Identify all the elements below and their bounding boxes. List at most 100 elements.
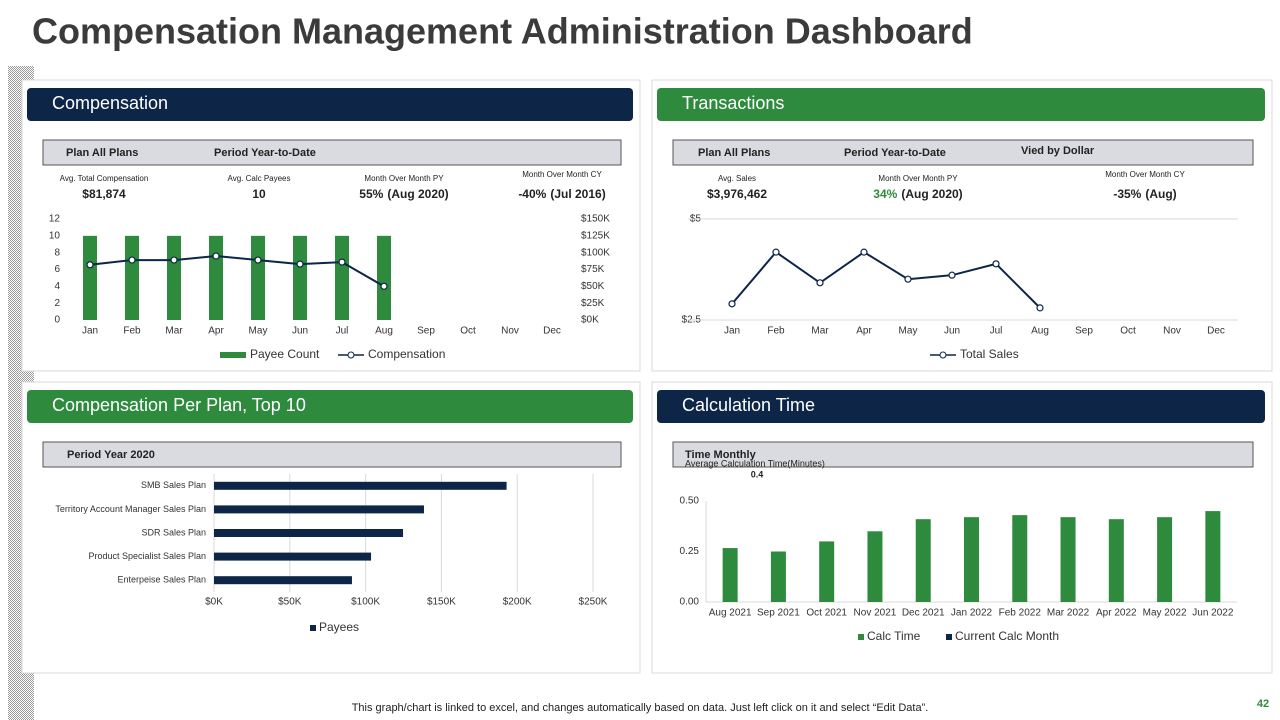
kpi-number: 55% — [359, 187, 383, 201]
x-tick-label: Aug 2021 — [709, 608, 752, 619]
x-tick-label: Feb 2022 — [999, 608, 1042, 619]
kpi-detail: (Jul 2016) — [550, 187, 605, 201]
panel-header — [27, 88, 633, 121]
line-marker — [380, 282, 388, 290]
kpi-value: 55% (Aug 2020) — [359, 187, 448, 201]
y-tick-label: 10 — [49, 230, 61, 241]
panel — [651, 79, 1273, 372]
legend-label: Payees — [319, 620, 359, 634]
kpi-value: $81,874 — [82, 187, 126, 201]
legend-label: Current Calc Month — [955, 629, 1059, 643]
bar — [214, 552, 372, 561]
bar — [83, 235, 97, 320]
filter-label: Vied by Dollar — [1021, 145, 1095, 157]
kpi-label: Month Over Month CY — [1105, 170, 1185, 179]
panel-header — [657, 390, 1265, 423]
bar — [167, 235, 181, 320]
kpi-number: 10 — [252, 187, 266, 201]
bar — [867, 531, 883, 602]
bar — [1157, 517, 1173, 602]
legend-label: Total Sales — [960, 347, 1019, 361]
y-tick-label: Territory Account Manager Sales Plan — [55, 504, 206, 514]
y-tick-label: $150K — [581, 214, 610, 225]
panel — [21, 381, 641, 674]
y-tick-label: SMB Sales Plan — [141, 480, 206, 490]
bar — [1205, 511, 1221, 602]
y-tick-label: Product Specialist Sales Plan — [88, 551, 206, 561]
x-tick-label: $50K — [278, 597, 302, 608]
kpi-value: -35% (Aug) — [1113, 187, 1176, 201]
line-marker — [904, 275, 912, 283]
bar — [125, 235, 139, 320]
x-tick-label: $100K — [351, 597, 380, 608]
bar — [770, 551, 786, 602]
x-tick-label: Jun — [292, 326, 308, 337]
kpi-detail: (Aug 2020) — [901, 187, 962, 201]
x-tick-label: Jan — [82, 326, 98, 337]
panel-title: Compensation — [52, 93, 168, 113]
kpi-value: -40% (Jul 2016) — [518, 187, 605, 201]
bar — [377, 235, 391, 320]
kpi-label: Month Over Month PY — [364, 174, 444, 183]
filter-bar — [672, 441, 1254, 468]
line-marker — [816, 279, 824, 287]
legend-marker — [939, 351, 947, 359]
panel-title: Transactions — [682, 93, 784, 113]
kpi-label: Avg. Total Compensation — [60, 174, 149, 183]
filter-bar — [672, 139, 1254, 166]
kpi-number: 34% — [873, 187, 897, 201]
x-tick-label: Aug — [1031, 326, 1049, 337]
x-tick-label: Nov 2021 — [854, 608, 897, 619]
y-tick-label: Enterpeise Sales Plan — [117, 575, 206, 585]
x-tick-label: Jun — [944, 326, 960, 337]
bar — [214, 529, 404, 537]
line-marker — [170, 256, 178, 264]
bar — [214, 576, 352, 585]
y-tick-label: SDR Sales Plan — [141, 527, 206, 537]
panel-title: Compensation Per Plan, Top 10 — [52, 395, 306, 415]
kpi-detail: (Aug) — [1145, 187, 1176, 201]
y-tick-label: 0.00 — [680, 597, 700, 608]
x-tick-label: Aug — [375, 326, 393, 337]
x-tick-label: Mar 2022 — [1047, 608, 1090, 619]
filter-label: Period Year-to-Date — [844, 147, 946, 159]
line-marker — [86, 261, 94, 269]
legend-swatch — [310, 625, 316, 631]
y-tick-label: 6 — [54, 264, 60, 275]
x-tick-label: Dec 2021 — [902, 608, 945, 619]
bar — [1108, 519, 1124, 602]
legend-swatch — [858, 634, 864, 640]
x-tick-label: Oct — [460, 326, 476, 337]
kpi-number: $81,874 — [82, 187, 126, 201]
line-marker — [860, 248, 868, 256]
panel-header — [27, 390, 633, 423]
y-tick-label: 2 — [54, 298, 60, 309]
y-tick-label: $0K — [581, 315, 599, 326]
x-tick-label: Apr — [208, 326, 224, 337]
page-title: Compensation Management Administration D… — [32, 11, 973, 52]
bar — [293, 235, 307, 320]
line-marker — [948, 271, 956, 279]
line-marker — [1036, 304, 1044, 312]
y-tick-label: 0.25 — [680, 546, 700, 557]
x-tick-label: May 2022 — [1143, 608, 1187, 619]
line-marker — [992, 260, 1000, 268]
y-tick-label: $50K — [581, 281, 605, 292]
x-tick-label: Feb — [123, 326, 141, 337]
x-tick-label: Dec — [1207, 326, 1225, 337]
kpi-detail: (Aug 2020) — [387, 187, 448, 201]
y-tick-label: 0.50 — [680, 496, 700, 507]
x-tick-label: $0K — [205, 597, 223, 608]
legend-label: Calc Time — [867, 629, 921, 643]
y-tick-label: 4 — [54, 281, 60, 292]
kpi-number: $3,976,462 — [707, 187, 767, 201]
filter-label: Time Monthly — [685, 449, 757, 461]
bar — [1060, 517, 1076, 602]
bar — [964, 517, 979, 602]
bar — [209, 235, 223, 320]
footer-note: This graph/chart is linked to excel, and… — [352, 702, 929, 714]
y-tick-label: 8 — [54, 247, 60, 258]
x-tick-label: Nov — [1163, 326, 1181, 337]
kpi-value: 34% (Aug 2020) — [873, 187, 962, 201]
y-tick-label: 0 — [54, 315, 60, 326]
